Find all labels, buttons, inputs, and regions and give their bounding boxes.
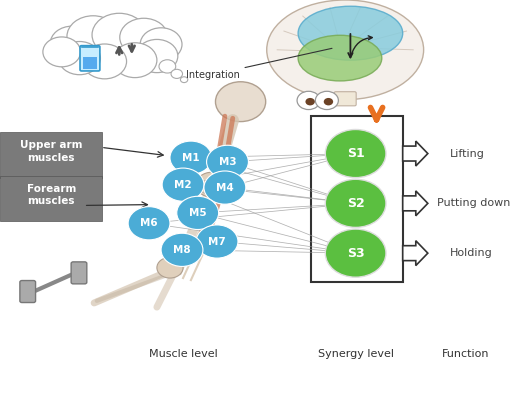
Text: S1: S1 (347, 147, 365, 160)
Circle shape (215, 82, 266, 122)
Text: Muscle level: Muscle level (149, 349, 218, 359)
FancyBboxPatch shape (20, 281, 36, 303)
Circle shape (50, 26, 94, 61)
Circle shape (170, 141, 212, 174)
FancyBboxPatch shape (311, 116, 403, 282)
Text: M8: M8 (173, 245, 191, 255)
Circle shape (305, 98, 315, 105)
Circle shape (177, 196, 219, 229)
Ellipse shape (298, 6, 403, 60)
Text: Synergy level: Synergy level (317, 349, 394, 359)
Circle shape (325, 179, 386, 227)
Circle shape (128, 207, 170, 240)
Text: M6: M6 (140, 218, 158, 228)
Circle shape (180, 77, 188, 83)
Circle shape (83, 44, 127, 79)
Circle shape (196, 172, 228, 197)
Circle shape (92, 13, 146, 56)
Circle shape (324, 98, 333, 105)
FancyBboxPatch shape (0, 132, 102, 178)
Text: Lifting: Lifting (450, 149, 485, 159)
Circle shape (59, 42, 100, 75)
Circle shape (204, 171, 246, 204)
Circle shape (171, 69, 183, 78)
Text: S3: S3 (347, 247, 365, 260)
Text: M3: M3 (219, 157, 236, 167)
FancyBboxPatch shape (334, 92, 356, 106)
Polygon shape (403, 241, 428, 266)
Text: M4: M4 (216, 183, 234, 193)
Text: M1: M1 (182, 153, 200, 163)
Circle shape (113, 43, 157, 78)
Circle shape (162, 168, 204, 201)
Circle shape (325, 229, 386, 277)
Text: S2: S2 (347, 197, 365, 210)
Ellipse shape (298, 35, 382, 81)
Text: M7: M7 (208, 237, 226, 247)
Circle shape (67, 16, 119, 57)
Text: Integration: Integration (186, 48, 332, 80)
Polygon shape (403, 191, 428, 216)
FancyBboxPatch shape (71, 262, 87, 284)
Text: Forearm
muscles: Forearm muscles (27, 184, 76, 206)
Text: Upper arm
muscles: Upper arm muscles (20, 140, 83, 163)
Text: Holding: Holding (450, 248, 493, 258)
Circle shape (157, 257, 183, 278)
Text: Function: Function (442, 349, 489, 359)
Text: M2: M2 (174, 180, 192, 190)
Circle shape (43, 37, 81, 67)
Circle shape (159, 60, 176, 73)
Circle shape (196, 225, 238, 258)
Circle shape (315, 91, 338, 110)
Circle shape (136, 39, 178, 73)
Circle shape (140, 28, 182, 61)
Circle shape (161, 233, 203, 266)
Ellipse shape (267, 0, 424, 100)
Circle shape (207, 145, 248, 178)
Circle shape (120, 18, 168, 56)
FancyBboxPatch shape (83, 57, 97, 69)
FancyBboxPatch shape (80, 46, 100, 71)
Circle shape (325, 129, 386, 178)
Polygon shape (403, 141, 428, 166)
Circle shape (297, 91, 320, 110)
Text: M5: M5 (189, 208, 207, 218)
Text: Putting down: Putting down (437, 198, 510, 208)
FancyBboxPatch shape (0, 176, 102, 221)
